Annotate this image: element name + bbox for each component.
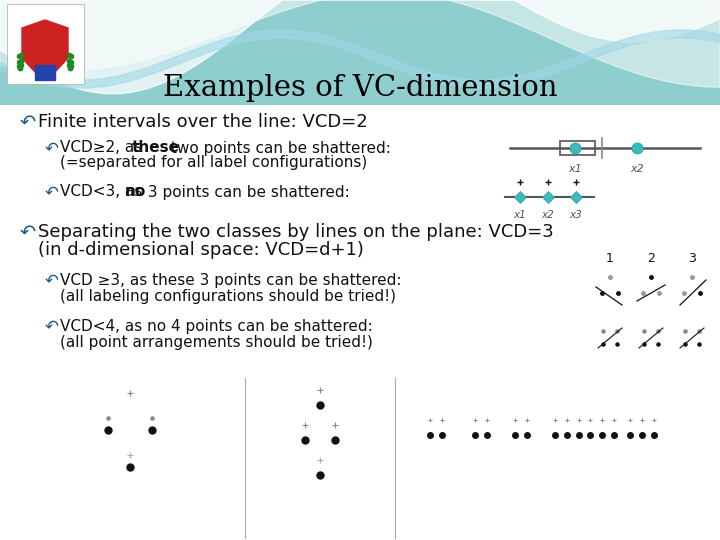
- Bar: [560, 141, 595, 155]
- Text: no: no: [125, 185, 146, 199]
- Text: VCD<3, as: VCD<3, as: [60, 185, 148, 199]
- Text: (all labeling configurations should be tried!): (all labeling configurations should be t…: [60, 288, 396, 303]
- Text: ↶: ↶: [45, 271, 59, 289]
- Text: x2: x2: [630, 164, 644, 174]
- Text: (all point arrangements should be tried!): (all point arrangements should be tried!…: [60, 334, 373, 349]
- Text: two points can be shattered:: two points can be shattered:: [166, 140, 391, 156]
- Text: Examples of VC-dimension: Examples of VC-dimension: [163, 74, 557, 102]
- Text: x3: x3: [570, 210, 582, 220]
- Text: VCD ≥3, as these 3 points can be shattered:: VCD ≥3, as these 3 points can be shatter…: [60, 273, 402, 287]
- Text: ↶: ↶: [45, 139, 59, 157]
- Text: 1: 1: [606, 252, 614, 265]
- Text: ↶: ↶: [20, 112, 37, 132]
- Text: x1: x1: [568, 164, 582, 174]
- Text: these: these: [132, 140, 180, 156]
- Text: ↶: ↶: [45, 317, 59, 335]
- Text: (in d-dimensional space: VCD=d+1): (in d-dimensional space: VCD=d+1): [38, 241, 364, 259]
- Text: 2: 2: [647, 252, 655, 265]
- Text: (=separated for all label configurations): (=separated for all label configurations…: [60, 156, 367, 171]
- Text: VCD≥2, as: VCD≥2, as: [60, 140, 147, 156]
- Text: 3: 3: [688, 252, 696, 265]
- FancyBboxPatch shape: [0, 0, 720, 105]
- FancyBboxPatch shape: [7, 4, 84, 84]
- Polygon shape: [22, 20, 68, 80]
- Text: x2: x2: [541, 210, 554, 220]
- Text: ↶: ↶: [45, 183, 59, 201]
- Text: ↶: ↶: [20, 222, 37, 241]
- Text: VCD<4, as no 4 points can be shattered:: VCD<4, as no 4 points can be shattered:: [60, 319, 373, 334]
- Text: Separating the two classes by lines on the plane: VCD=3: Separating the two classes by lines on t…: [38, 223, 554, 241]
- Text: Finite intervals over the line: VCD=2: Finite intervals over the line: VCD=2: [38, 113, 368, 131]
- Polygon shape: [35, 65, 55, 80]
- Text: 3 points can be shattered:: 3 points can be shattered:: [143, 185, 350, 199]
- Text: x1: x1: [513, 210, 526, 220]
